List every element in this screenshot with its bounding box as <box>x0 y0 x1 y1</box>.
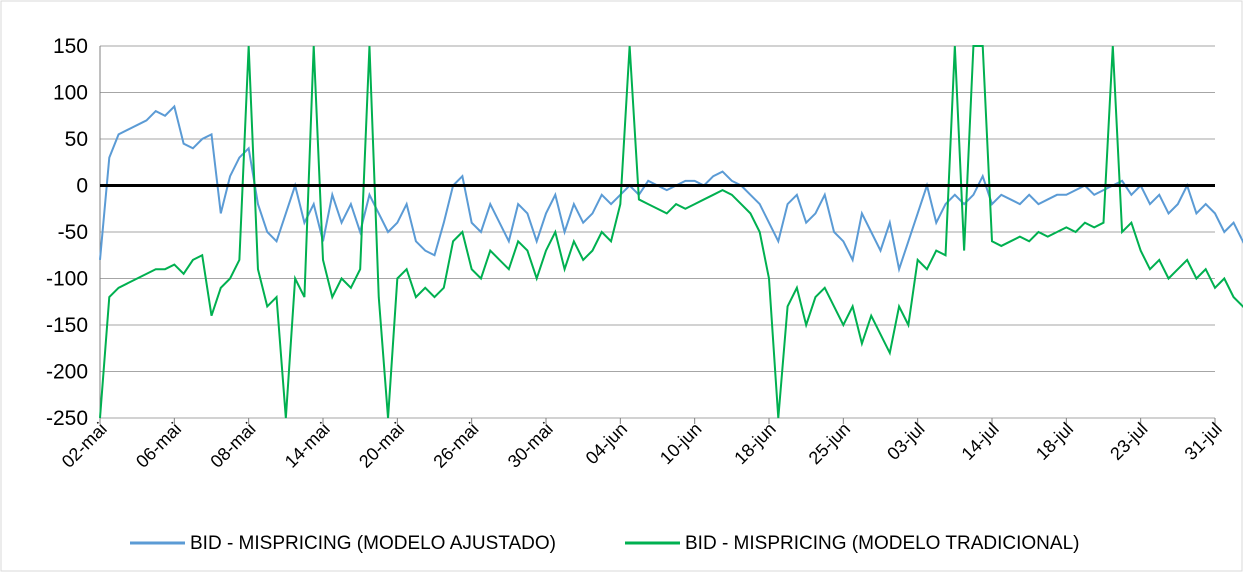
y-tick-label: 0 <box>76 175 88 198</box>
y-tick-label: 100 <box>53 82 88 105</box>
data-line <box>99 45 1243 419</box>
legend-label: BID - MISPRICING (MODELO TRADICIONAL) <box>685 533 1079 554</box>
y-tick-label: -150 <box>46 314 88 337</box>
y-tick-label: 50 <box>65 128 88 151</box>
y-tick-label: -200 <box>46 361 88 384</box>
legend-label: BID - MISPRICING (MODELO AJUSTADO) <box>190 533 556 554</box>
y-tick-label: -50 <box>58 221 88 244</box>
data-line <box>99 104 1243 274</box>
y-tick-label: -250 <box>46 407 88 430</box>
y-tick-label: 150 <box>53 35 88 58</box>
y-tick-label: -100 <box>46 268 88 291</box>
